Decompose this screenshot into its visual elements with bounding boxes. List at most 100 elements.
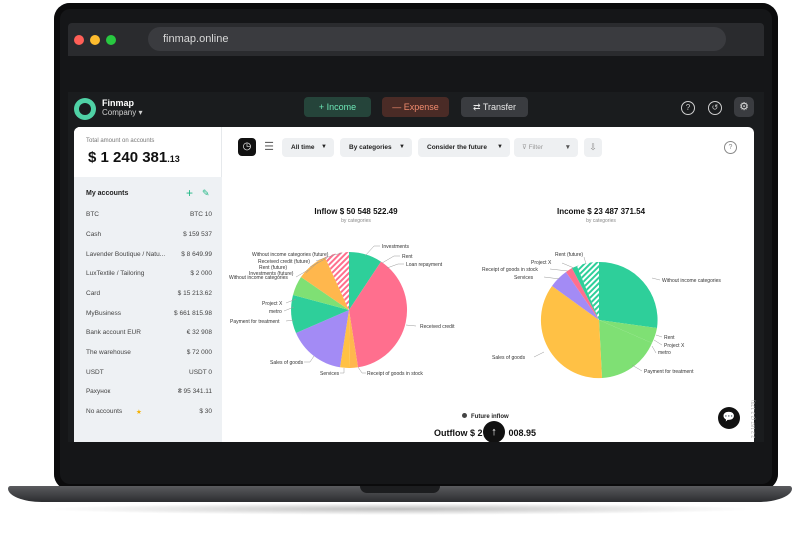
inflow-label-payment-treatment: Payment for treatment <box>230 319 280 325</box>
leader-line <box>405 324 417 327</box>
income-label-services: Services <box>514 275 534 281</box>
account-name: Lavender Boutique / Natu... <box>86 251 166 258</box>
account-name: LuxTextile / Tailoring <box>86 270 145 277</box>
transfer-button[interactable]: ⇄ Transfer <box>461 97 528 117</box>
total-amount-label: Total amount on accounts <box>86 138 155 144</box>
gear-icon[interactable]: ⚙ <box>734 97 754 117</box>
income-label-project-x2: Project X <box>664 343 685 349</box>
account-name: The warehouse <box>86 349 131 356</box>
browser-titlebar: finmap.online <box>68 23 764 56</box>
account-name: Cash <box>86 231 102 238</box>
account-row[interactable]: The warehouse $ 72 000 <box>86 349 212 361</box>
inflow-label-received-credit: Received credit <box>420 324 455 330</box>
chat-icon[interactable]: 💬 <box>718 407 740 429</box>
account-value: $ 2 000 <box>190 270 212 277</box>
pie-slice-without-categories[interactable] <box>599 261 658 328</box>
future-inflow-label: Future inflow <box>471 414 509 420</box>
company-selector[interactable]: Company ▾ <box>102 108 143 117</box>
clock-icon[interactable]: ◷ <box>238 138 256 156</box>
income-button[interactable]: + Income <box>304 97 371 117</box>
minimize-window-button[interactable] <box>90 35 100 45</box>
leader-line <box>357 366 366 374</box>
pie-slice-services[interactable] <box>552 272 599 320</box>
pie-slice-payment-treatment[interactable] <box>291 295 349 333</box>
leader-line <box>583 256 587 265</box>
income-label-rent-future: Rent (future) <box>555 252 583 258</box>
pie-slice-rent[interactable] <box>599 320 657 343</box>
account-value: $ 30 <box>199 408 212 415</box>
laptop-shadow <box>40 503 760 515</box>
pie-slice-payment-treatment[interactable] <box>599 320 652 378</box>
help-icon[interactable]: ? <box>681 101 695 115</box>
pie-slice-sales[interactable] <box>296 310 349 368</box>
pie-slice-future[interactable] <box>325 252 349 310</box>
edit-accounts-icon[interactable]: ✎ <box>202 188 210 198</box>
pie-slice-services[interactable] <box>340 310 350 369</box>
period-dropdown[interactable]: All time ▼ <box>282 138 334 157</box>
leader-line <box>651 345 657 354</box>
leader-line <box>543 276 561 280</box>
inflow-pie <box>291 251 408 369</box>
outflow-title-start: Outflow $ 2 <box>434 428 483 438</box>
income-label-sales: Sales of goods <box>492 355 526 361</box>
account-name: No accounts <box>86 408 123 415</box>
pie-slice-receipt-goods[interactable] <box>566 268 599 320</box>
filter-label: Filter <box>528 144 544 151</box>
account-row[interactable]: Рахунок ₴ 95 341.11 <box>86 388 212 400</box>
expense-button[interactable]: — Expense <box>382 97 449 117</box>
pie-slice-received-credit[interactable] <box>349 261 408 368</box>
total-amount-value: $ 1 240 381.13 <box>88 149 180 166</box>
address-bar[interactable]: finmap.online <box>148 27 726 51</box>
total-amount-main: $ 1 240 381 <box>88 149 168 166</box>
account-row[interactable]: Lavender Boutique / Natu... $ 8 649.99 <box>86 251 212 263</box>
account-row[interactable]: Cash $ 159 537 <box>86 231 212 243</box>
account-row[interactable]: BTC BTC 10 <box>86 211 212 223</box>
my-accounts-heading: My accounts <box>86 190 129 197</box>
account-value: € 32 908 <box>186 329 212 336</box>
add-account-icon[interactable]: + <box>186 186 194 200</box>
account-name: BTC <box>86 211 99 218</box>
account-row[interactable]: No accounts ★ $ 30 <box>86 408 212 420</box>
leader-line <box>333 252 343 256</box>
future-dropdown[interactable]: Consider the future ▼ <box>418 138 510 157</box>
period-dropdown-label: All time <box>291 144 315 151</box>
leader-line <box>631 364 643 372</box>
pie-slice-project-x[interactable] <box>293 277 349 310</box>
inflow-subtitle: by categories <box>341 218 371 224</box>
income-pie <box>540 261 658 379</box>
account-value: $ 15 213.62 <box>177 290 212 297</box>
finmap-logo-icon <box>74 98 96 120</box>
leader-line <box>381 255 400 264</box>
chevron-down-icon: ▼ <box>497 144 503 150</box>
grouping-dropdown[interactable]: By categories ▼ <box>340 138 412 157</box>
close-window-button[interactable] <box>74 35 84 45</box>
leader-line <box>309 257 328 268</box>
maximize-window-button[interactable] <box>106 35 116 45</box>
pie-slice-project-x[interactable] <box>572 266 599 320</box>
pie-slice-without-categories[interactable] <box>301 257 349 310</box>
leader-line <box>315 254 335 262</box>
pie-slice-rent-future[interactable] <box>577 261 599 320</box>
inflow-label-rent-future: Rent (future) <box>259 265 287 271</box>
account-row[interactable]: Card $ 15 213.62 <box>86 290 212 302</box>
history-icon[interactable]: ↺ <box>708 101 722 115</box>
sort-lines-icon[interactable]: ☰ <box>264 141 274 153</box>
income-label-rent: Rent <box>664 335 675 341</box>
account-row[interactable]: MyBusiness $ 661 815.98 <box>86 310 212 322</box>
leader-line <box>653 339 663 346</box>
filter-dropdown[interactable]: ⊽ Filter ▼ <box>514 138 578 157</box>
finmap-app: Finmap Company ▾ + Income — Expense ⇄ Tr… <box>68 92 764 442</box>
pie-slice-investments[interactable] <box>349 251 381 310</box>
account-row[interactable]: LuxTextile / Tailoring $ 2 000 <box>86 270 212 282</box>
account-row[interactable]: USDT USDT 0 <box>86 369 212 381</box>
star-icon: ★ <box>136 409 142 416</box>
account-row[interactable]: Bank account EUR € 32 908 <box>86 329 212 341</box>
leader-line <box>533 351 545 358</box>
pie-slice-sales[interactable] <box>540 286 602 379</box>
download-icon[interactable]: ⇩ <box>584 138 602 157</box>
help-icon[interactable]: ? <box>724 141 737 154</box>
pie-slice-receipt-goods[interactable] <box>349 310 358 368</box>
scroll-up-button[interactable]: ↑ <box>483 421 505 442</box>
income-title: Income $ 23 487 371.54 <box>556 207 646 216</box>
